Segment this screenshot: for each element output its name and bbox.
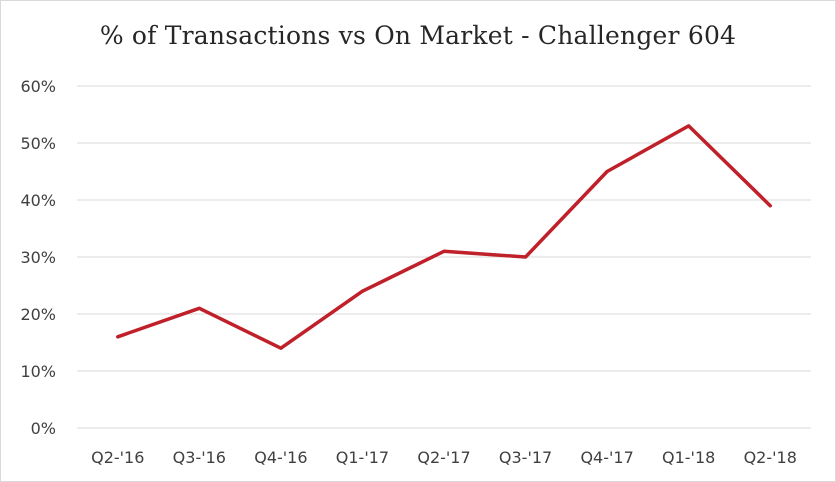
y-tick-label: 0% [31, 419, 56, 438]
x-tick-label: Q2-'18 [744, 448, 797, 467]
data-point [768, 204, 772, 208]
y-tick-label: 50% [20, 134, 56, 153]
data-point [360, 289, 364, 293]
x-tick-label: Q1-'18 [662, 448, 715, 467]
y-tick-label: 30% [20, 248, 56, 267]
data-point [279, 346, 283, 350]
y-tick-label: 40% [20, 191, 56, 210]
data-point [442, 249, 446, 253]
y-tick-label: 20% [20, 305, 56, 324]
data-point [687, 124, 691, 128]
data-point [197, 306, 201, 310]
data-point [605, 170, 609, 173]
data-point [524, 255, 528, 259]
data-point [116, 335, 120, 339]
series-line-0 [116, 124, 772, 350]
x-axis-ticks: Q2-'16 Q3-'16 Q4-'16 Q1-'17 Q2-'17 Q3-'17 Q4-'… [91, 448, 797, 467]
y-axis-ticks: 0% 10% 20% 30% 40% 50% 60% [20, 77, 56, 438]
x-tick-label: Q3-'16 [173, 448, 226, 467]
grid-layer [77, 85, 811, 429]
chart-title: % of Transactions vs On Market - Challen… [99, 21, 737, 50]
x-tick-label: Q4-'17 [580, 448, 633, 467]
y-tick-label: 60% [20, 77, 56, 96]
x-tick-label: Q4-'16 [254, 448, 307, 467]
x-tick-label: Q3-'17 [499, 448, 552, 467]
x-tick-label: Q2-'17 [417, 448, 470, 467]
series-layer [116, 124, 772, 350]
x-tick-label: Q2-'16 [91, 448, 144, 467]
x-tick-label: Q1-'17 [336, 448, 389, 467]
y-tick-label: 10% [20, 362, 56, 381]
